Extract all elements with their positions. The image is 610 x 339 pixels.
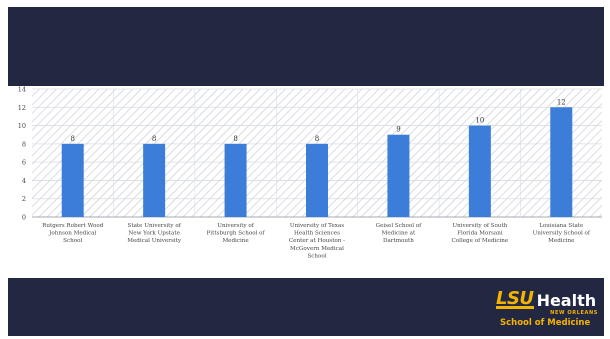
x-tick-label: Rutgers Robert Wood Johnson Medical School: [42, 223, 104, 244]
x-tick-label: Geisel School of Medicine at Dartmouth: [376, 223, 423, 244]
bar: [550, 107, 573, 217]
x-tick-label: University of Texas Health Sciences Center…: [289, 223, 345, 259]
bar: [61, 143, 84, 217]
y-tick-label: 12: [18, 104, 26, 112]
x-axis: Rutgers Robert Wood Johnson Medical School…: [42, 223, 591, 259]
y-tick-label: 14: [18, 86, 26, 94]
logo-health-text: Health: [536, 291, 597, 310]
data-label: 12: [557, 98, 566, 106]
gridlines: [32, 88, 602, 218]
x-tick-label: Louisiana State University School of Medic…: [533, 223, 591, 244]
logo-school-text: School of Medicine: [500, 318, 591, 328]
data-label: 8: [315, 135, 319, 143]
logo-location-text: NEW ORLEANS: [550, 310, 598, 316]
y-tick-label: 10: [18, 122, 26, 130]
x-tick-label: University of Pittsburgh School of Medicin…: [207, 223, 266, 244]
data-label: 9: [396, 126, 400, 134]
y-tick-label: 4: [22, 177, 26, 185]
data-labels: 8 8 8 8 9 10 12: [70, 98, 565, 143]
data-label: 8: [233, 135, 237, 143]
logo-lsu-text: LSU: [496, 288, 534, 309]
data-label: 10: [475, 117, 484, 125]
bars: [61, 107, 573, 217]
data-label: 8: [70, 135, 74, 143]
bar: [387, 134, 410, 217]
lsu-health-logo: LSU Health NEW ORLEANS School of Medicin…: [496, 290, 600, 332]
x-tick-label: State University of New York Upstate Medic…: [127, 223, 182, 244]
bar: [306, 143, 328, 217]
y-axis: 0 2 4 6 8 10 12 14: [18, 86, 26, 222]
y-tick-label: 0: [22, 214, 26, 222]
y-tick-label: 8: [22, 140, 26, 148]
y-tick-label: 2: [22, 195, 26, 203]
bar: [143, 143, 166, 217]
x-tick-label: University of South Florida Morsani Colleg…: [452, 223, 509, 244]
chart-panel: 0 2 4 6 8 10 12 14 8 8 8 8 9 10 12 Rutgers Robert Woo…: [8, 86, 604, 278]
bar: [468, 125, 491, 217]
y-tick-label: 6: [22, 159, 26, 167]
data-label: 8: [152, 135, 156, 143]
bar-chart: 0 2 4 6 8 10 12 14 8 8 8 8 9 10 12 Rutgers Robert Woo…: [18, 86, 602, 259]
bar: [224, 143, 247, 217]
